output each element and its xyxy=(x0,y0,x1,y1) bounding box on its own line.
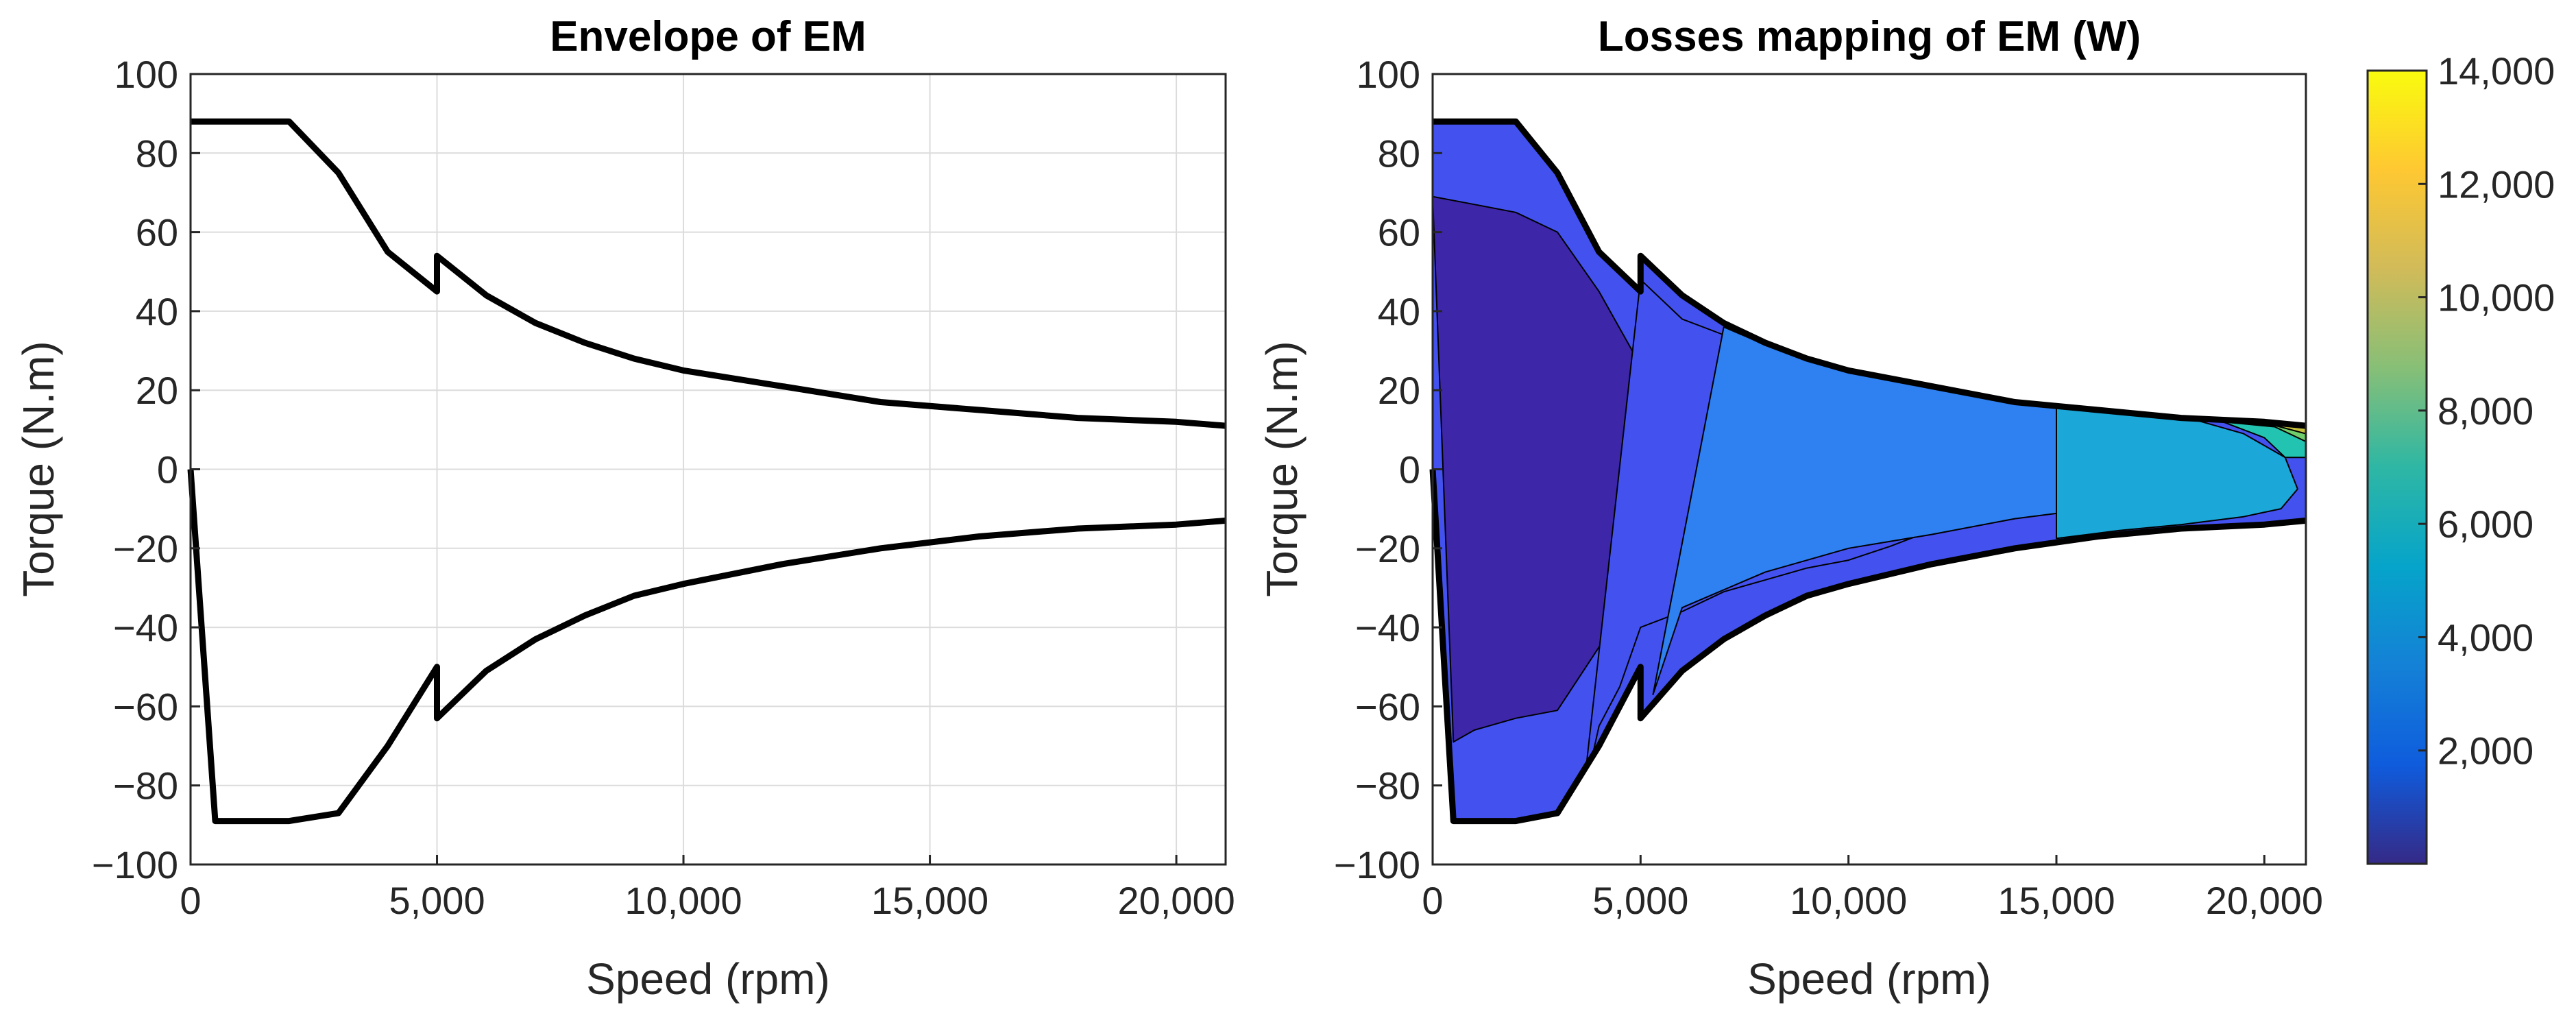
envelope-ytick-label: −20 xyxy=(113,527,178,570)
losses-title: Losses mapping of EM (W) xyxy=(1598,13,2141,60)
envelope-ytick-label: 40 xyxy=(136,290,178,333)
envelope-ytick-label: 80 xyxy=(136,132,178,175)
losses-mask-bottom xyxy=(1433,469,2306,864)
losses-xtick-label: 10,000 xyxy=(1790,879,1907,922)
losses-ytick-label: 0 xyxy=(1399,448,1420,492)
colorbar-tick-label: 4,000 xyxy=(2438,616,2534,659)
envelope-xlabel: Speed (rpm) xyxy=(586,954,830,1004)
envelope-xtick-label: 20,000 xyxy=(1117,879,1235,922)
colorbar-tick-label: 12,000 xyxy=(2438,162,2555,206)
losses-ticks: 0 5,000 10,000 15,000 20,000 100 80 60 40 20 0 −20 −… xyxy=(1334,53,2323,922)
envelope-xtick-label: 10,000 xyxy=(624,879,742,922)
colorbar: 2,000 4,000 6,000 8,000 10,000 12,000 14,000 xyxy=(2366,49,2555,865)
losses-ytick-label: 20 xyxy=(1378,369,1420,412)
colorbar-ticks: 2,000 4,000 6,000 8,000 10,000 12,000 14,000 xyxy=(2418,49,2555,773)
envelope-ytick-label: −60 xyxy=(113,685,178,728)
envelope-ytick-label: −40 xyxy=(113,606,178,649)
envelope-ytick-label: 60 xyxy=(136,211,178,254)
envelope-title: Envelope of EM xyxy=(550,13,866,60)
losses-ytick-label: −20 xyxy=(1355,527,1420,570)
envelope-ytick-label: 20 xyxy=(136,369,178,412)
envelope-xtick-label: 15,000 xyxy=(871,879,988,922)
envelope-ylabel: Torque (N.m) xyxy=(14,341,63,596)
colorbar-tick-label: 8,000 xyxy=(2438,389,2534,433)
envelope-grid xyxy=(190,73,1226,865)
envelope-ytick-label: −80 xyxy=(113,764,178,808)
losses-envelope-line-max xyxy=(1433,118,2307,429)
colorbar-tick-label: 14,000 xyxy=(2438,49,2555,93)
envelope-series xyxy=(187,118,1226,825)
losses-ytick-label: −100 xyxy=(1334,843,1420,886)
losses-ytick-label: −80 xyxy=(1355,764,1420,808)
losses-ylabel: Torque (N.m) xyxy=(1257,341,1307,596)
envelope-ytick-label: 100 xyxy=(114,53,178,96)
colorbar-tick-label: 10,000 xyxy=(2438,276,2555,319)
losses-xtick-label: 20,000 xyxy=(2206,879,2323,922)
losses-ytick-label: 60 xyxy=(1378,211,1420,254)
losses-chart: 0 5,000 10,000 15,000 20,000 100 80 60 40 20 0 −20 −… xyxy=(1257,13,2323,1004)
losses-contour-fills xyxy=(1433,74,2306,864)
losses-xtick-label: 15,000 xyxy=(1997,879,2115,922)
losses-xtick-label: 0 xyxy=(1422,879,1443,922)
envelope-chart: 0 5,000 10,000 15,000 20,000 100 80 60 40 20 0 −20 −… xyxy=(14,13,1235,1004)
losses-ytick-label: 40 xyxy=(1378,290,1420,333)
losses-envelope-series xyxy=(1429,118,2307,825)
envelope-line-max xyxy=(191,118,1226,429)
losses-xtick-label: 5,000 xyxy=(1592,879,1688,922)
envelope-ytick-label: −100 xyxy=(92,843,178,886)
envelope-xtick-label: 0 xyxy=(180,879,201,922)
losses-envelope-line-min xyxy=(1429,469,2307,825)
losses-ytick-label: 100 xyxy=(1357,53,1420,96)
envelope-xtick-label: 5,000 xyxy=(389,879,485,922)
losses-ytick-label: −40 xyxy=(1355,606,1420,649)
envelope-ytick-label: 0 xyxy=(157,448,178,492)
colorbar-tick-label: 2,000 xyxy=(2438,729,2534,773)
colorbar-tick-label: 6,000 xyxy=(2438,503,2534,546)
losses-xlabel: Speed (rpm) xyxy=(1747,954,1991,1004)
losses-ytick-label: −60 xyxy=(1355,685,1420,728)
losses-mask-top xyxy=(1433,74,2306,426)
envelope-line-min xyxy=(187,469,1226,825)
colorbar-scale xyxy=(2366,69,2428,865)
losses-ytick-label: 80 xyxy=(1378,132,1420,175)
envelope-ticks: 0 5,000 10,000 15,000 20,000 100 80 60 40 20 0 −20 −… xyxy=(92,53,1235,922)
